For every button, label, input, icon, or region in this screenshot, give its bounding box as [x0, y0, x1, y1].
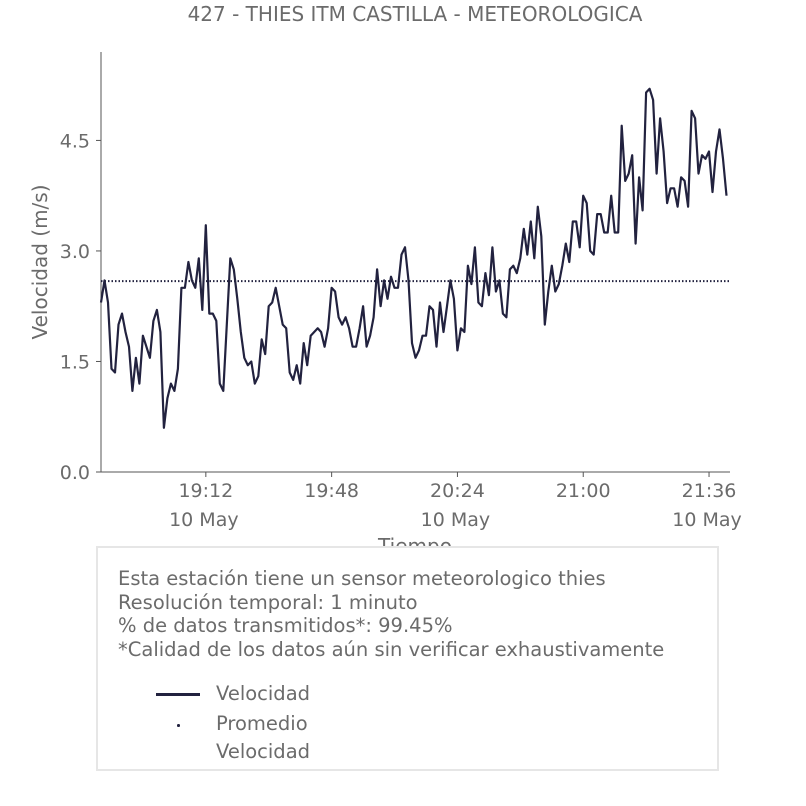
- chart-title: 427 - THIES ITM CASTILLA - METEOROLOGICA: [188, 2, 643, 26]
- x-tick-label-date: 10 May: [421, 509, 491, 531]
- plot-area: [99, 87, 730, 429]
- x-tick-label-time: 19:48: [304, 480, 359, 502]
- x-tick-label-time: 21:36: [682, 480, 737, 502]
- legend-line-swatch: [156, 693, 200, 696]
- y-axis-label: Velocidad (m/s): [28, 184, 52, 339]
- station-info: Esta estación tiene un sensor meteorolog…: [118, 567, 664, 661]
- legend-label-promedio: Promedio Velocidad: [216, 712, 311, 763]
- info-box: Esta estación tiene un sensor meteorolog…: [96, 546, 719, 771]
- x-tick-label-time: 21:00: [556, 480, 611, 502]
- y-tick-label: 4.5: [60, 130, 90, 152]
- info-line-resolution: Resolución temporal: 1 minuto: [118, 590, 418, 614]
- y-tick-label: 1.5: [60, 351, 90, 373]
- y-tick-label: 0.0: [60, 462, 90, 484]
- info-line-quality-note: *Calidad de los datos aún sin verificar …: [118, 637, 665, 661]
- x-tick-label-time: 20:24: [430, 480, 485, 502]
- x-tick-label-date: 10 May: [169, 509, 239, 531]
- info-line-sensor: Esta estación tiene un sensor meteorolog…: [118, 567, 606, 590]
- axes: 0.0 1.5 3.0 4.5 19:12 10 May 19:48 20:24 10 May 2…: [60, 52, 742, 531]
- legend-dot-swatch: [177, 724, 180, 727]
- y-tick-label: 3.0: [60, 241, 90, 263]
- x-tick-label-date: 10 May: [672, 509, 742, 531]
- legend-label-velocidad: Velocidad: [216, 682, 311, 705]
- velocity-series-line: [99, 87, 728, 429]
- x-tick-label-time: 19:12: [178, 480, 233, 502]
- info-line-transmitted: % de datos transmitidos*: 99.45%: [118, 614, 453, 637]
